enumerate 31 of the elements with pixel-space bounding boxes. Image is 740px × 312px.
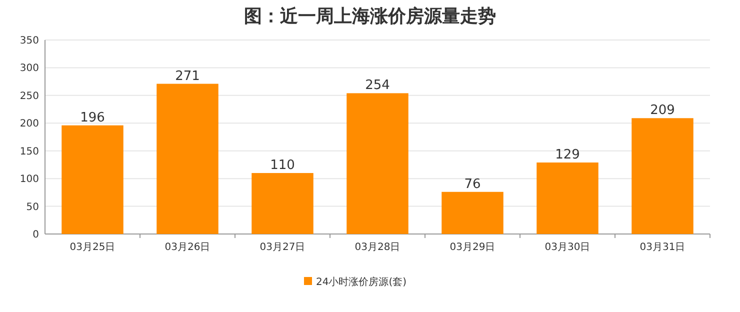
data-label: 129 [555, 147, 580, 162]
x-tick-label: 03月28日 [354, 242, 400, 253]
bar [252, 173, 314, 234]
x-tick-label: 03月31日 [640, 242, 686, 253]
data-label: 254 [365, 78, 390, 94]
x-tick-label: 03月26日 [164, 242, 210, 253]
data-label: 209 [650, 103, 675, 118]
y-tick-label: 100 [20, 174, 39, 186]
y-tick-label: 150 [20, 146, 39, 158]
y-tick-label: 300 [20, 63, 39, 74]
y-tick-label: 250 [20, 90, 39, 102]
y-tick-label: 50 [26, 202, 39, 213]
x-tick-label: 03月29日 [450, 242, 496, 253]
data-label: 271 [175, 68, 200, 84]
bar [62, 125, 124, 234]
y-tick-label: 0 [32, 230, 39, 240]
y-tick-label: 200 [20, 118, 39, 130]
data-label: 110 [270, 158, 295, 174]
chart-title: 图：近一周上海涨价房源量走势 [244, 6, 496, 27]
x-tick-label: 03月30日 [544, 242, 590, 253]
bar [632, 118, 694, 234]
bar [346, 93, 408, 234]
legend-label: 24小时涨价房源(套) [316, 276, 407, 288]
x-tick-label: 03月27日 [260, 242, 306, 253]
data-label: 76 [464, 176, 481, 192]
bar [536, 162, 598, 234]
x-tick-label: 03月25日 [70, 242, 116, 253]
bar [156, 84, 218, 234]
bar [442, 192, 504, 234]
y-tick-label: 350 [20, 36, 39, 46]
data-label: 196 [80, 110, 105, 126]
